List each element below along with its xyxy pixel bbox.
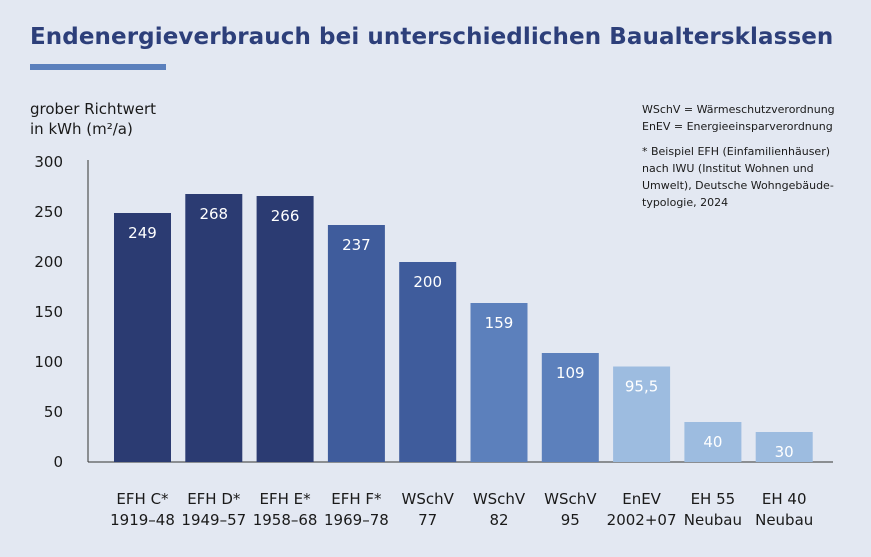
bar-value-label: 109 bbox=[556, 364, 585, 382]
x-tick-label: 95 bbox=[561, 511, 580, 529]
notes-box: WSchV = Wärmeschutzverordnung EnEV = Ene… bbox=[642, 101, 857, 211]
y-tick-label: 200 bbox=[34, 253, 63, 271]
x-tick-label: 2002+07 bbox=[607, 511, 677, 529]
y-tick-label: 50 bbox=[44, 403, 63, 421]
x-tick-label: 82 bbox=[489, 511, 508, 529]
y-axis-title-line2: in kWh (m²/a) bbox=[30, 120, 133, 138]
x-tick-label: EH 55 bbox=[691, 490, 736, 508]
x-tick-label: EnEV bbox=[622, 490, 661, 508]
bar bbox=[327, 225, 385, 462]
y-tick-label: 100 bbox=[34, 353, 63, 371]
x-tick-label: WSchV bbox=[473, 490, 526, 508]
bar bbox=[185, 194, 243, 462]
x-tick-label: WSchV bbox=[544, 490, 597, 508]
y-tick-label: 300 bbox=[34, 153, 63, 171]
note-source-line: typologie, 2024 bbox=[642, 196, 729, 209]
bar bbox=[541, 353, 599, 462]
y-axis-title: grober Richtwert in kWh (m²/a) bbox=[30, 99, 156, 139]
bar bbox=[114, 213, 171, 462]
bar-value-label: 266 bbox=[271, 207, 300, 225]
y-tick-label: 250 bbox=[34, 203, 63, 221]
x-tick-label: EFH E* bbox=[260, 490, 312, 508]
note-source-line: Umwelt), Deutsche Wohngebäude- bbox=[642, 179, 834, 192]
x-tick-label: EH 40 bbox=[762, 490, 807, 508]
note-source-line: nach IWU (Institut Wohnen und bbox=[642, 162, 814, 175]
bar-value-label: 30 bbox=[775, 443, 794, 461]
bar-value-label: 159 bbox=[485, 314, 514, 332]
note-abbrev-wschv: WSchV = Wärmeschutzverordnung bbox=[642, 103, 835, 116]
bar-value-label: 237 bbox=[342, 236, 371, 254]
note-source-line: * Beispiel EFH (Einfamilienhäuser) bbox=[642, 145, 831, 158]
bar bbox=[399, 262, 457, 462]
bar bbox=[755, 432, 813, 462]
bar bbox=[470, 303, 528, 462]
bar bbox=[613, 366, 671, 462]
bar bbox=[256, 196, 314, 462]
title-accent-bar bbox=[30, 64, 166, 70]
bar bbox=[684, 422, 742, 462]
x-tick-label: 1949–57 bbox=[181, 511, 246, 529]
x-tick-label: EFH D* bbox=[187, 490, 241, 508]
bar-value-label: 95,5 bbox=[625, 378, 658, 396]
y-tick-label: 150 bbox=[34, 303, 63, 321]
x-tick-label: Neubau bbox=[755, 511, 813, 529]
y-axis-title-line1: grober Richtwert bbox=[30, 100, 156, 118]
bar-value-label: 249 bbox=[128, 224, 157, 242]
x-tick-label: EFH F* bbox=[331, 490, 382, 508]
x-tick-label: 1919–48 bbox=[110, 511, 175, 529]
bar-value-label: 40 bbox=[703, 433, 722, 451]
x-tick-label: EFH C* bbox=[116, 490, 169, 508]
chart-title: Endenergieverbrauch bei unterschiedliche… bbox=[30, 24, 834, 50]
note-abbrev-enev: EnEV = Energieeinsparverordnung bbox=[642, 120, 833, 133]
bar-value-label: 268 bbox=[199, 205, 228, 223]
x-tick-label: 77 bbox=[418, 511, 437, 529]
bar-value-label: 200 bbox=[413, 273, 442, 291]
x-tick-label: WSchV bbox=[402, 490, 455, 508]
x-tick-label: 1958–68 bbox=[253, 511, 318, 529]
y-tick-label: 0 bbox=[53, 453, 63, 471]
x-tick-label: 1969–78 bbox=[324, 511, 389, 529]
x-tick-label: Neubau bbox=[684, 511, 742, 529]
